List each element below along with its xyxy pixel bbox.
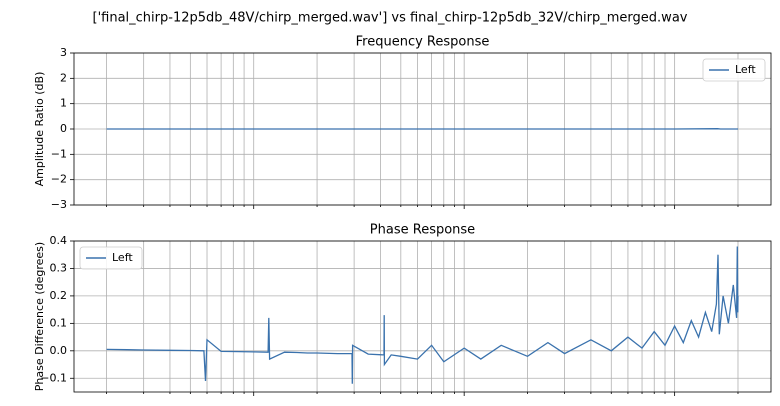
y-tick-label: 0.2 bbox=[50, 289, 68, 302]
y-tick-label: 1 bbox=[60, 97, 67, 110]
y-axis-label: Phase Difference (degrees) bbox=[33, 242, 46, 391]
axes-title: Phase Response bbox=[370, 223, 475, 238]
legend-box bbox=[79, 246, 143, 270]
axes-frame bbox=[73, 240, 772, 393]
y-tick-label: −1 bbox=[51, 147, 67, 160]
legend-box bbox=[702, 58, 766, 82]
y-tick-label: 0.1 bbox=[50, 316, 68, 329]
y-tick-label: 0.0 bbox=[50, 344, 68, 357]
y-tick-label: 0.4 bbox=[50, 234, 68, 247]
y-tick-label: 0.3 bbox=[50, 261, 68, 274]
series-line bbox=[106, 246, 739, 384]
y-tick-label: −0.1 bbox=[40, 371, 67, 384]
legend-label: Left bbox=[112, 251, 133, 264]
y-tick-label: −2 bbox=[51, 173, 67, 186]
figure-title: ['final_chirp-12p5db_48V/chirp_merged.wa… bbox=[93, 11, 688, 26]
axes-frame bbox=[73, 52, 772, 206]
y-tick-label: 2 bbox=[60, 71, 67, 84]
y-tick-label: 3 bbox=[60, 46, 67, 59]
y-tick-label: 0 bbox=[60, 122, 67, 135]
y-tick-label: −3 bbox=[51, 198, 67, 211]
axes-title: Frequency Response bbox=[356, 35, 490, 50]
y-axis-label: Amplitude Ratio (dB) bbox=[33, 72, 46, 187]
legend-label: Left bbox=[735, 63, 756, 76]
